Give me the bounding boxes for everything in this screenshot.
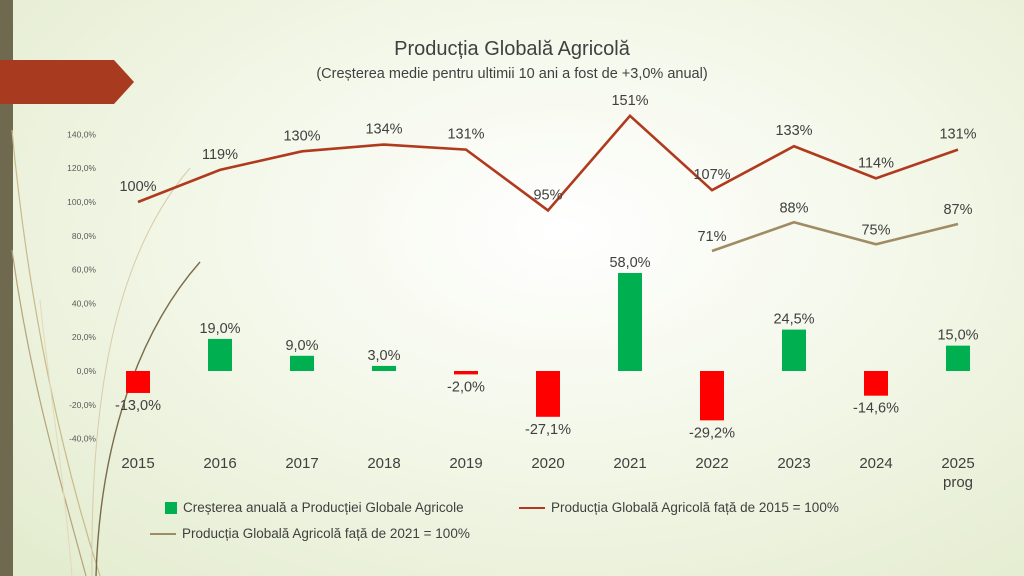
chart-title: Producția Globală Agricolă bbox=[394, 38, 630, 60]
bar-2016 bbox=[208, 338, 232, 371]
decor-curve-0 bbox=[11, 129, 101, 576]
legend-swatch-line-2015 bbox=[519, 506, 545, 509]
bar-2021 bbox=[618, 272, 642, 371]
line-2021-data-label: 75% bbox=[861, 222, 890, 238]
y-tick-label: -40,0% bbox=[69, 434, 96, 444]
y-tick-label: 100,0% bbox=[67, 197, 96, 207]
line-2015-data-label: 130% bbox=[283, 128, 320, 144]
decor-curve-4 bbox=[39, 299, 73, 576]
bar-data-label: -27,1% bbox=[525, 422, 571, 438]
line-2021-data-label: 71% bbox=[697, 229, 726, 245]
bar-2017 bbox=[290, 355, 314, 371]
bar-series bbox=[126, 272, 970, 421]
decorative-curves bbox=[11, 129, 201, 576]
x-tick-label: 2025 bbox=[941, 455, 974, 472]
bar-data-label: 58,0% bbox=[609, 255, 650, 271]
bar-data-label: -13,0% bbox=[115, 398, 161, 414]
decor-curve-1 bbox=[11, 249, 87, 576]
y-tick-label: 140,0% bbox=[67, 129, 96, 139]
legend-item-line-2015: Producția Globală Agricolă față de 2015 … bbox=[519, 500, 839, 515]
bar-2022 bbox=[700, 371, 724, 421]
line-2015-data-label: 131% bbox=[939, 127, 976, 143]
line-2015-data-label: 134% bbox=[365, 122, 402, 138]
x-tick-label: 2017 bbox=[285, 455, 318, 472]
legend-swatch-bar bbox=[165, 501, 177, 514]
line-2015-data-label: 119% bbox=[202, 147, 238, 163]
y-tick-label: 80,0% bbox=[72, 231, 97, 241]
line-2021-data-label: 87% bbox=[943, 202, 972, 218]
bar-data-label: 24,5% bbox=[773, 312, 814, 328]
line-2015-data-label: 114% bbox=[858, 155, 894, 171]
bar-data-label: 3,0% bbox=[367, 348, 400, 364]
bar-2020 bbox=[536, 371, 560, 417]
decor-curve-2 bbox=[95, 261, 201, 576]
legend-label-line-2021: Producția Globală Agricolă față de 2021 … bbox=[182, 526, 470, 541]
chart-subtitle: (Creșterea medie pentru ultimii 10 ani a… bbox=[316, 66, 708, 82]
x-tick-label: 2021 bbox=[613, 455, 646, 472]
y-tick-label: 60,0% bbox=[72, 265, 97, 275]
legend-item-bar: Creșterea anuală a Producției Globale Ag… bbox=[165, 500, 464, 515]
legend-item-line-2021: Producția Globală Agricolă față de 2021 … bbox=[150, 526, 470, 541]
x-tick-label: 2022 bbox=[695, 455, 728, 472]
bar-2019 bbox=[454, 371, 478, 375]
y-tick-label: 20,0% bbox=[72, 332, 97, 342]
y-tick-label: 120,0% bbox=[67, 163, 96, 173]
line-2015-data-label: 131% bbox=[447, 127, 484, 143]
bar-data-label: 19,0% bbox=[199, 321, 240, 337]
line-2015-data-label: 100% bbox=[119, 179, 156, 195]
data-labels: -13,0% 19,0% 9,0% 3,0% -2,0% -27,1% 58,0% -29,2… bbox=[115, 93, 979, 442]
bar-data-label: 15,0% bbox=[937, 328, 978, 344]
line-2015-data-label: 95% bbox=[533, 187, 562, 203]
legend-swatch-line-2021 bbox=[150, 532, 176, 535]
line-2015-data-label: 107% bbox=[693, 167, 730, 183]
bar-data-label: -2,0% bbox=[447, 379, 485, 395]
bar-data-label: -14,6% bbox=[853, 401, 899, 417]
line-series-2015 bbox=[137, 113, 959, 213]
x-tick-label: 2016 bbox=[203, 455, 236, 472]
y-tick-label: 40,0% bbox=[72, 298, 97, 308]
x-tick-label: prog bbox=[943, 474, 973, 491]
legend-label-line-2015: Producția Globală Agricolă față de 2015 … bbox=[551, 500, 839, 515]
line-2015-data-label: 151% bbox=[611, 93, 648, 109]
x-tick-label: 2015 bbox=[121, 455, 154, 472]
bar-2018 bbox=[372, 365, 396, 371]
line-2021-data-label: 88% bbox=[779, 200, 808, 216]
x-axis: 2015 2016 2017 2018 2019 2020 2021 2022 2023 2024… bbox=[121, 455, 974, 491]
x-tick-label: 2020 bbox=[531, 455, 564, 472]
bar-data-label: 9,0% bbox=[285, 338, 318, 354]
x-tick-label: 2024 bbox=[859, 455, 892, 472]
legend-label-bar: Creșterea anuală a Producției Globale Ag… bbox=[183, 500, 464, 515]
line-series-2021 bbox=[711, 220, 959, 253]
x-tick-label: 2018 bbox=[367, 455, 400, 472]
bar-data-label: -29,2% bbox=[689, 425, 735, 441]
x-tick-label: 2019 bbox=[449, 455, 482, 472]
bar-2024 bbox=[864, 371, 888, 396]
bar-2015 bbox=[126, 371, 150, 393]
y-tick-label: 0,0% bbox=[77, 366, 97, 376]
y-tick-label: -20,0% bbox=[69, 400, 96, 410]
line-2015-data-label: 133% bbox=[775, 123, 812, 139]
arrow-tab-shape bbox=[0, 60, 134, 104]
bar-2023 bbox=[782, 329, 806, 371]
y-axis: -40,0% -20,0% 0,0% 20,0% 40,0% 60,0% 80,0% 100,… bbox=[67, 129, 96, 443]
line-series bbox=[137, 113, 959, 253]
bar-2025-prog bbox=[946, 345, 970, 371]
x-tick-label: 2023 bbox=[777, 455, 810, 472]
slide-side-bar bbox=[0, 0, 13, 576]
decor-curve-3 bbox=[91, 167, 191, 576]
